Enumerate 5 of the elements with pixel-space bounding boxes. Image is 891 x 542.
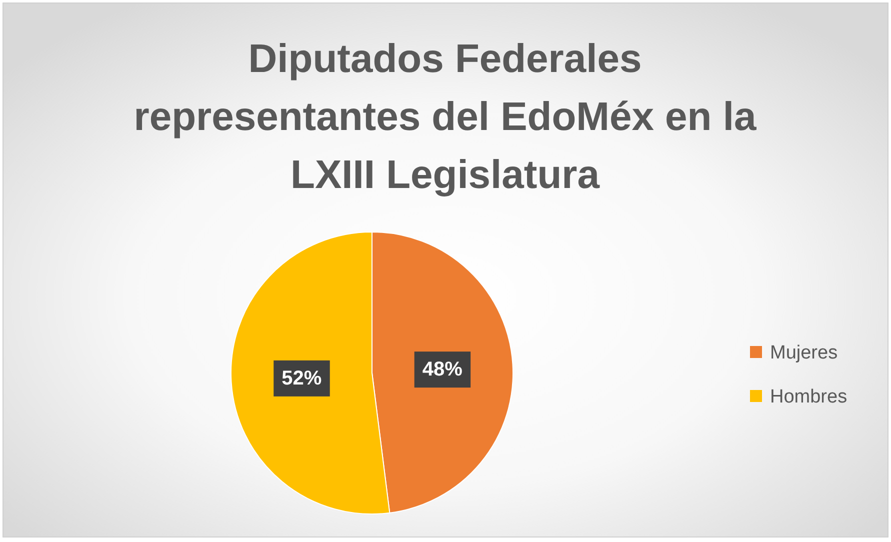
legend-label: Hombres (770, 386, 848, 408)
data-label: 48% (422, 358, 463, 381)
chart-title: Diputados Federales representantes del EdoMéx en la LXIII Legislatura (134, 37, 757, 197)
legend-label: Mujeres (770, 342, 838, 364)
data-label: 52% (282, 367, 322, 390)
